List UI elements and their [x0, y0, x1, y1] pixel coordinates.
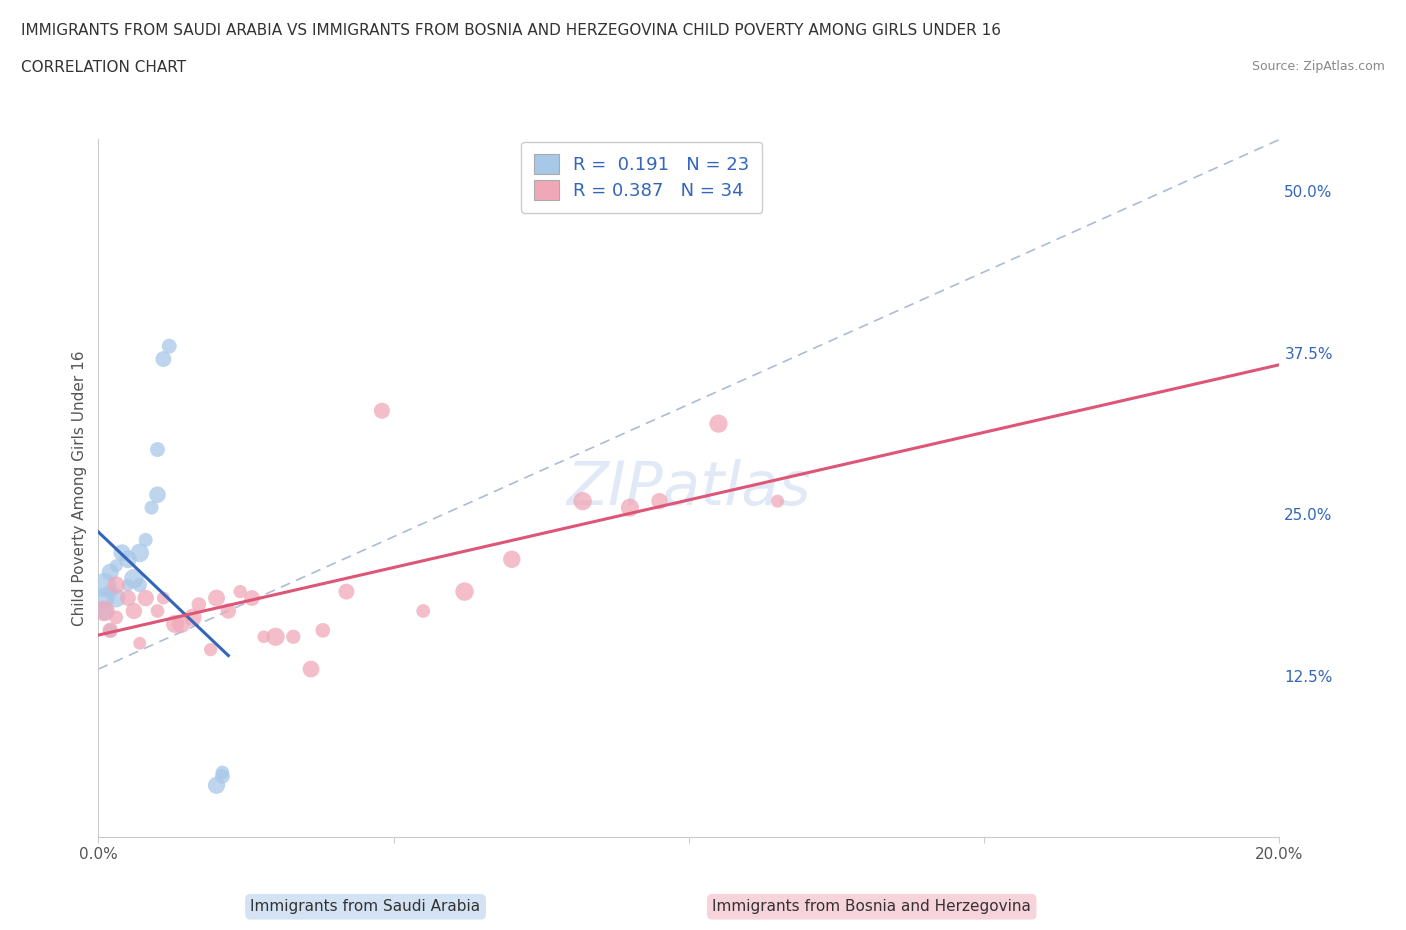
Point — [253, 630, 276, 644]
Point — [165, 617, 187, 631]
Point — [157, 339, 180, 353]
Point — [146, 442, 169, 457]
Point — [412, 604, 434, 618]
Point — [128, 636, 150, 651]
Point — [283, 630, 305, 644]
Point — [122, 571, 145, 586]
Text: Immigrants from Saudi Arabia: Immigrants from Saudi Arabia — [250, 899, 481, 914]
Y-axis label: Child Poverty Among Girls Under 16: Child Poverty Among Girls Under 16 — [72, 351, 87, 626]
Point — [93, 591, 115, 605]
Point — [299, 661, 322, 676]
Point — [152, 591, 174, 605]
Text: ZIPatlas: ZIPatlas — [567, 458, 811, 518]
Point — [105, 591, 128, 605]
Text: IMMIGRANTS FROM SAUDI ARABIA VS IMMIGRANTS FROM BOSNIA AND HERZEGOVINA CHILD POV: IMMIGRANTS FROM SAUDI ARABIA VS IMMIGRAN… — [21, 23, 1001, 38]
Point — [141, 500, 163, 515]
Point — [98, 623, 121, 638]
Point — [200, 643, 222, 658]
Point — [93, 604, 115, 618]
Point — [229, 584, 252, 599]
Point — [128, 545, 150, 560]
Point — [117, 551, 139, 566]
Legend: R =  0.191   N = 23, R = 0.387   N = 34: R = 0.191 N = 23, R = 0.387 N = 34 — [522, 141, 762, 213]
Point — [105, 558, 128, 573]
Point — [648, 494, 671, 509]
Point — [371, 404, 394, 418]
Point — [98, 584, 121, 599]
Point — [93, 578, 115, 592]
Point — [117, 578, 139, 592]
Point — [98, 565, 121, 579]
Point — [152, 352, 174, 366]
Text: Immigrants from Bosnia and Herzegovina: Immigrants from Bosnia and Herzegovina — [713, 899, 1031, 914]
Text: Source: ZipAtlas.com: Source: ZipAtlas.com — [1251, 60, 1385, 73]
Point — [335, 584, 357, 599]
Point — [105, 610, 128, 625]
Point — [240, 591, 263, 605]
Point — [211, 765, 233, 780]
Point — [205, 591, 228, 605]
Point — [707, 417, 730, 432]
Point — [205, 777, 228, 792]
Point — [619, 500, 641, 515]
Point — [571, 494, 593, 509]
Point — [181, 610, 204, 625]
Point — [146, 487, 169, 502]
Point — [211, 769, 233, 784]
Point — [135, 591, 157, 605]
Point — [122, 604, 145, 618]
Point — [117, 591, 139, 605]
Point — [453, 584, 475, 599]
Point — [264, 630, 287, 644]
Point — [93, 604, 115, 618]
Point — [105, 578, 128, 592]
Point — [98, 623, 121, 638]
Point — [135, 533, 157, 548]
Point — [111, 545, 134, 560]
Point — [146, 604, 169, 618]
Text: CORRELATION CHART: CORRELATION CHART — [21, 60, 186, 75]
Point — [766, 494, 789, 509]
Point — [217, 604, 239, 618]
Point — [128, 578, 150, 592]
Point — [170, 617, 193, 631]
Point — [501, 551, 523, 566]
Point — [187, 597, 209, 612]
Point — [312, 623, 335, 638]
